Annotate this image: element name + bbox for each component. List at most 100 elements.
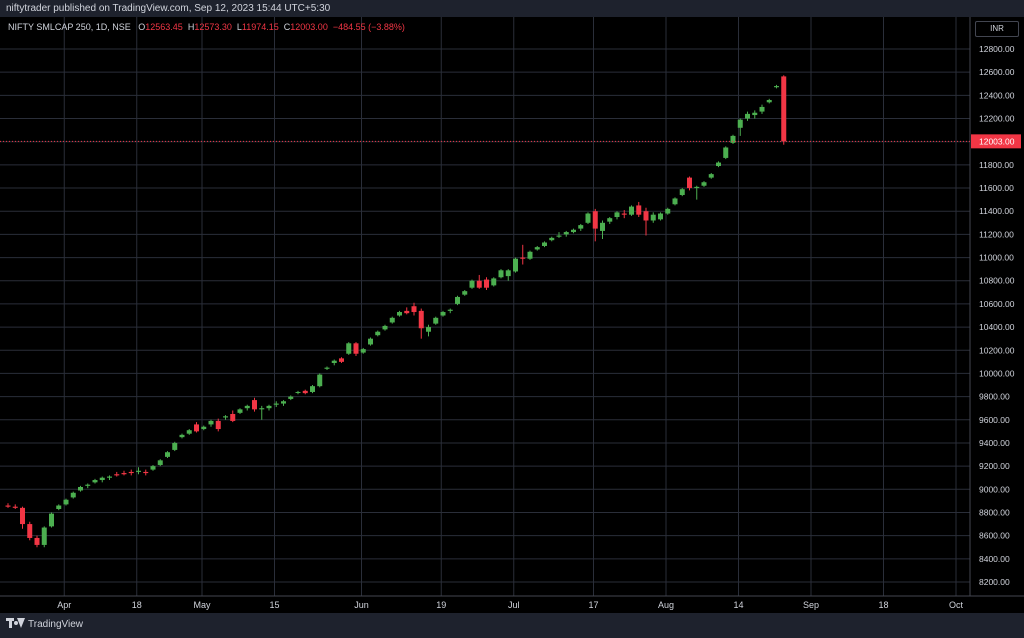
candle-body: [447, 309, 453, 311]
candle-body: [302, 390, 308, 394]
candle-body: [723, 147, 729, 158]
candle-body: [520, 257, 526, 259]
price-tick-label: 12200.00: [979, 114, 1015, 124]
last-price-label: 12003.00: [979, 136, 1015, 146]
candle-series: [5, 75, 787, 548]
candle-body: [121, 473, 127, 475]
price-tick-label: 11400.00: [979, 206, 1014, 216]
close-label: C: [283, 22, 291, 32]
candle-body: [592, 211, 598, 229]
candle-body: [360, 349, 366, 353]
candle-body: [201, 426, 207, 430]
candle-body: [27, 524, 33, 538]
currency-button[interactable]: INR: [975, 21, 1019, 37]
time-tick-label: 17: [588, 600, 598, 610]
candle-body: [708, 174, 714, 178]
candle-body: [505, 270, 511, 277]
candle-body: [172, 442, 178, 450]
candle-body: [730, 135, 736, 143]
candle-body: [759, 106, 765, 112]
candle-body: [353, 343, 359, 354]
candle-body: [534, 247, 540, 250]
candle-body: [607, 218, 613, 222]
price-axis: 8200.00 8400.00 8600.00 8800.00 9000.00 9200.…: [979, 44, 1015, 587]
candle-body: [215, 420, 221, 430]
candle-body: [426, 327, 431, 332]
candle-body: [70, 492, 76, 498]
time-tick-label: Sep: [803, 600, 819, 610]
time-tick-label: 18: [878, 600, 888, 610]
candle-body: [382, 325, 388, 330]
price-tick-label: 8800.00: [979, 507, 1010, 517]
candle-body: [578, 225, 584, 229]
price-tick-label: 11200.00: [979, 229, 1014, 239]
footer-bar: TradingView: [0, 613, 1024, 638]
candle-body: [404, 310, 410, 314]
tradingview-logo[interactable]: TradingView: [6, 618, 83, 630]
chart-grid: [0, 17, 1024, 597]
candle-body: [339, 358, 344, 362]
candle-body: [766, 99, 772, 103]
candle-body: [41, 527, 47, 545]
price-tick-label: 10400.00: [979, 322, 1015, 332]
chart-pane[interactable]: [0, 17, 1024, 613]
candle-body: [774, 86, 779, 88]
candle-body: [701, 182, 707, 186]
close-value: 12003.00: [290, 22, 328, 32]
price-tick-label: 10600.00: [979, 299, 1015, 309]
tradingview-logo-icon: [6, 618, 25, 630]
candle-body: [208, 420, 214, 425]
candle-body: [375, 331, 381, 336]
candle-body: [563, 232, 569, 235]
candle-body: [237, 409, 243, 413]
price-tick-label: 10200.00: [979, 345, 1015, 355]
candle-body: [745, 113, 750, 119]
price-tick-label: 11600.00: [979, 183, 1014, 193]
price-tick-label: 10800.00: [979, 276, 1015, 286]
published-line: niftytrader published on TradingView.com…: [6, 3, 331, 14]
candle-body: [310, 386, 315, 392]
time-tick-label: 15: [269, 600, 279, 610]
price-tick-label: 9800.00: [979, 392, 1010, 402]
time-tick-label: Oct: [949, 600, 964, 610]
candle-body: [273, 403, 279, 405]
last-price-badge: [971, 134, 1021, 149]
candle-body: [462, 291, 468, 295]
price-tick-label: 12800.00: [979, 44, 1015, 54]
price-tick-label: 11000.00: [979, 253, 1014, 263]
candle-body: [295, 391, 301, 393]
price-tick-label: 10000.00: [979, 368, 1015, 378]
time-axis: Apr 18 May 15 Jun 19 Jul 17 Aug 14 Sep 18 Oct: [57, 600, 963, 610]
candle-body: [484, 279, 489, 288]
candle-body: [317, 374, 323, 387]
candle-body: [157, 460, 163, 465]
open-label: O: [138, 22, 146, 32]
candle-body: [346, 343, 352, 354]
candle-body: [179, 434, 185, 438]
candle-body: [20, 507, 25, 525]
time-tick-label: Jul: [508, 600, 520, 610]
candle-body: [679, 189, 685, 195]
price-tick-label: 9000.00: [979, 484, 1010, 494]
candle-body: [411, 306, 417, 313]
candle-body: [650, 214, 656, 221]
candle-body: [585, 213, 591, 223]
candle-body: [49, 513, 54, 527]
candle-body: [244, 405, 250, 409]
last-price-line: 12003.00: [0, 134, 1021, 149]
candle-body: [513, 258, 518, 272]
candle-body: [752, 112, 758, 116]
low-value: 11974.15: [241, 22, 279, 32]
candle-body: [549, 237, 555, 241]
candlestick-chart[interactable]: 8200.00 8400.00 8600.00 8800.00 9000.00 9200.…: [0, 0, 1024, 613]
candle-body: [223, 416, 228, 418]
candle-body: [259, 408, 265, 410]
candle-body: [687, 177, 692, 189]
candle-body: [150, 466, 156, 470]
candle-body: [643, 211, 649, 221]
price-tick-label: 12600.00: [979, 67, 1015, 77]
time-tick-label: Apr: [57, 600, 71, 610]
low-label: L: [236, 22, 242, 32]
time-tick-label: May: [193, 600, 211, 610]
